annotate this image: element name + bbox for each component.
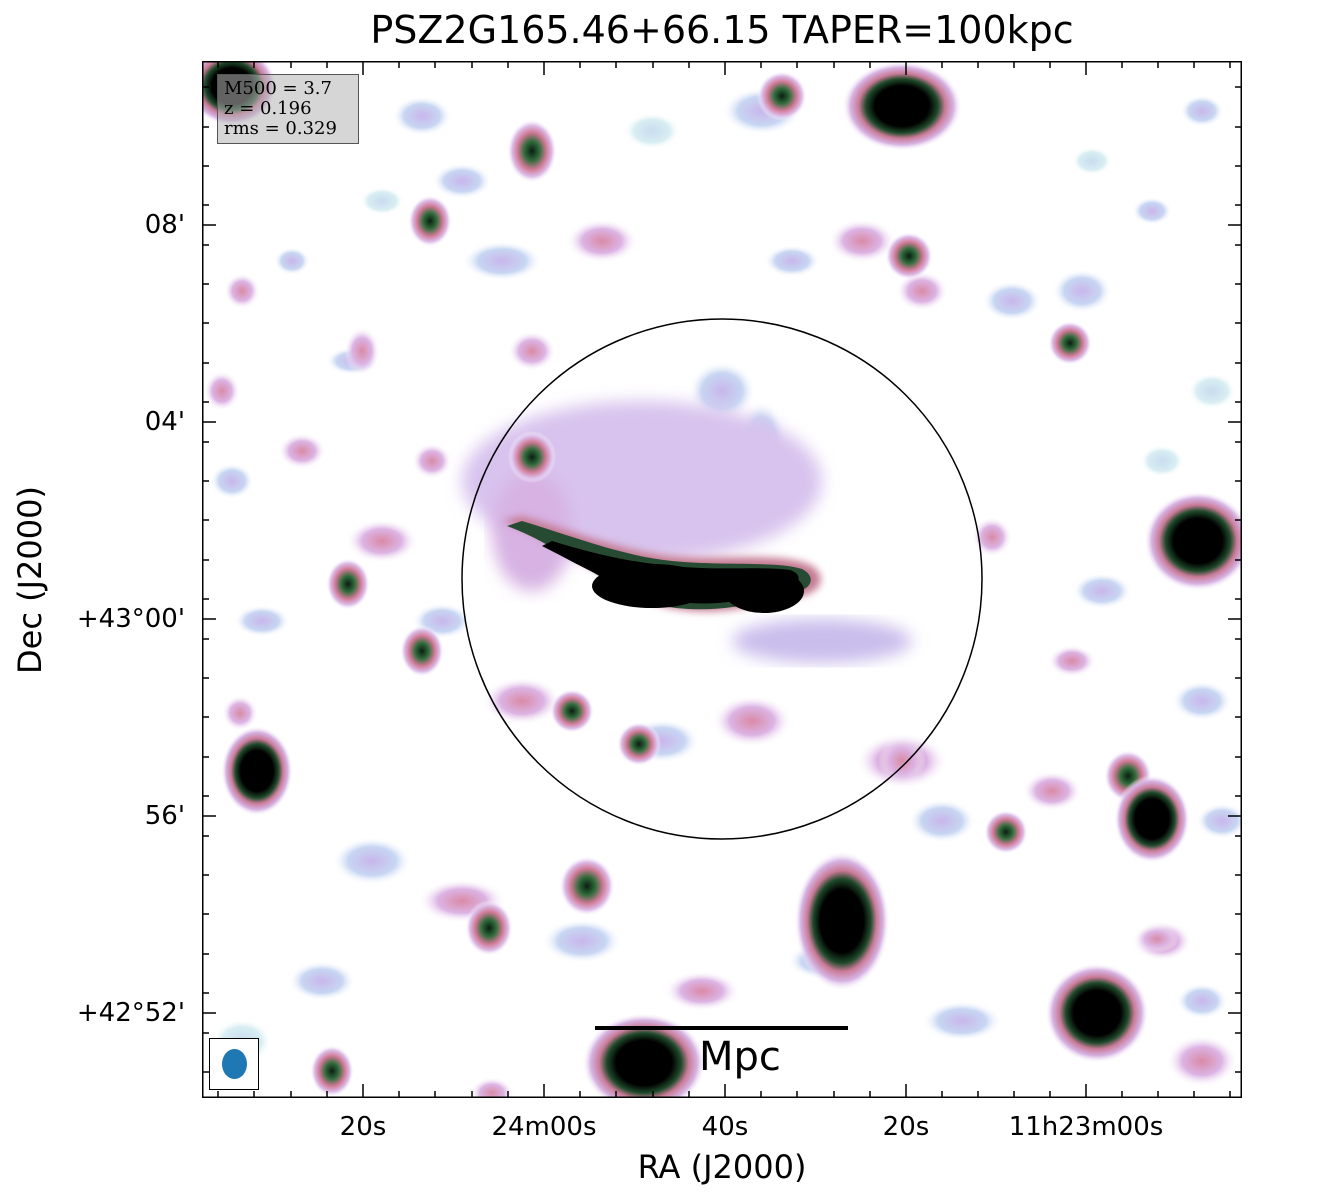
- y-tick-label: +42°52': [76, 998, 185, 1028]
- y-tick-marks: [202, 86, 1242, 1073]
- y-tick-label: 04': [144, 407, 185, 437]
- scale-bar-label: Mpc: [699, 1034, 781, 1080]
- cluster-info-box: M500 = 3.7 z = 0.196 rms = 0.329: [217, 74, 359, 144]
- beam-box: [209, 1038, 259, 1090]
- x-tick-label: 40s: [701, 1112, 749, 1142]
- x-tick-marks: [217, 61, 1231, 1098]
- central-extended-emission: [462, 401, 912, 663]
- redshift-text: z = 0.196: [224, 98, 312, 119]
- plot-title: PSZ2G165.46+66.15 TAPER=100kpc: [370, 8, 1074, 52]
- x-axis-label: RA (J2000): [637, 1148, 807, 1186]
- radio-image-panel: [187, 46, 1252, 1113]
- rms-text: rms = 0.329: [224, 118, 337, 139]
- y-tick-label: 08': [144, 210, 185, 240]
- y-tick-label: 56': [144, 801, 185, 831]
- radio-map: [187, 46, 1252, 1113]
- background-noise: [204, 87, 1248, 1063]
- y-tick-label: +43°00': [76, 604, 185, 634]
- r500-circle: [461, 318, 983, 840]
- y-axis-label: Dec (J2000): [11, 486, 49, 674]
- x-tick-label: 11h23m00s: [1008, 1112, 1164, 1142]
- plot-frame: [202, 61, 1242, 1098]
- x-tick-label: 20s: [882, 1112, 930, 1142]
- x-tick-label: 20s: [339, 1112, 387, 1142]
- beam-ellipse: [222, 1049, 247, 1079]
- mass-text: M500 = 3.7: [224, 78, 332, 99]
- x-tick-label: 24m00s: [491, 1112, 597, 1142]
